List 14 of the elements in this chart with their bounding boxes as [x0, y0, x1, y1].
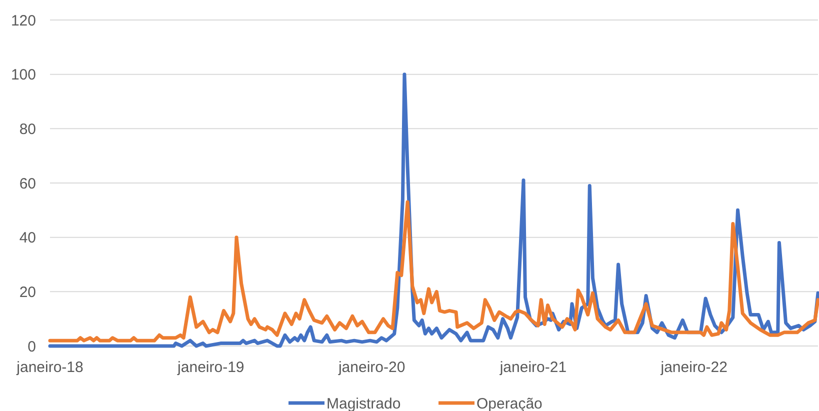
legend-label: Magistrado — [326, 395, 401, 411]
y-tick-label: 40 — [19, 230, 36, 247]
y-tick-label: 20 — [19, 284, 36, 301]
x-tick-label: janeiro-22 — [660, 359, 728, 376]
x-tick-label: janeiro-18 — [16, 359, 84, 376]
y-tick-label: 0 — [28, 338, 36, 356]
x-tick-label: janeiro-19 — [176, 359, 244, 376]
line-series — [48, 200, 819, 342]
y-tick-label: 120 — [10, 12, 36, 30]
y-tick-label: 100 — [10, 66, 36, 84]
y-tick-label: 60 — [19, 175, 36, 192]
y-tick-label: 80 — [19, 120, 36, 138]
x-tick-label: janeiro-21 — [498, 359, 567, 376]
x-tick-label: janeiro-20 — [337, 359, 406, 376]
